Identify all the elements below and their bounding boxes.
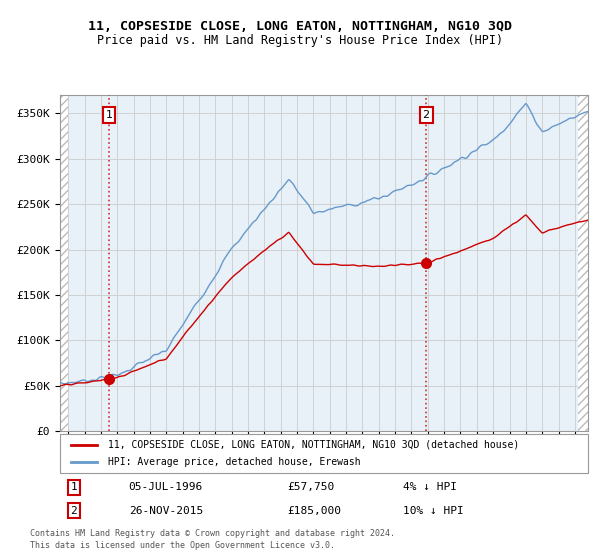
Text: Contains HM Land Registry data © Crown copyright and database right 2024.
This d: Contains HM Land Registry data © Crown c… [30, 529, 395, 550]
Bar [60, 95, 68, 431]
Text: 2: 2 [422, 110, 430, 120]
Text: 10% ↓ HPI: 10% ↓ HPI [403, 506, 464, 516]
Text: Price paid vs. HM Land Registry's House Price Index (HPI): Price paid vs. HM Land Registry's House … [97, 34, 503, 46]
Bar [578, 95, 588, 431]
FancyBboxPatch shape [60, 434, 588, 473]
Text: 05-JUL-1996: 05-JUL-1996 [128, 482, 203, 492]
Text: 2: 2 [71, 506, 77, 516]
Text: £185,000: £185,000 [287, 506, 341, 516]
Text: 1: 1 [71, 482, 77, 492]
Text: £57,750: £57,750 [287, 482, 334, 492]
Text: HPI: Average price, detached house, Erewash: HPI: Average price, detached house, Erew… [107, 457, 360, 467]
Text: 26-NOV-2015: 26-NOV-2015 [128, 506, 203, 516]
Text: 11, COPSESIDE CLOSE, LONG EATON, NOTTINGHAM, NG10 3QD (detached house): 11, COPSESIDE CLOSE, LONG EATON, NOTTING… [107, 440, 519, 450]
Text: 1: 1 [106, 110, 113, 120]
Text: 11, COPSESIDE CLOSE, LONG EATON, NOTTINGHAM, NG10 3QD: 11, COPSESIDE CLOSE, LONG EATON, NOTTING… [88, 20, 512, 32]
Text: 4% ↓ HPI: 4% ↓ HPI [403, 482, 457, 492]
